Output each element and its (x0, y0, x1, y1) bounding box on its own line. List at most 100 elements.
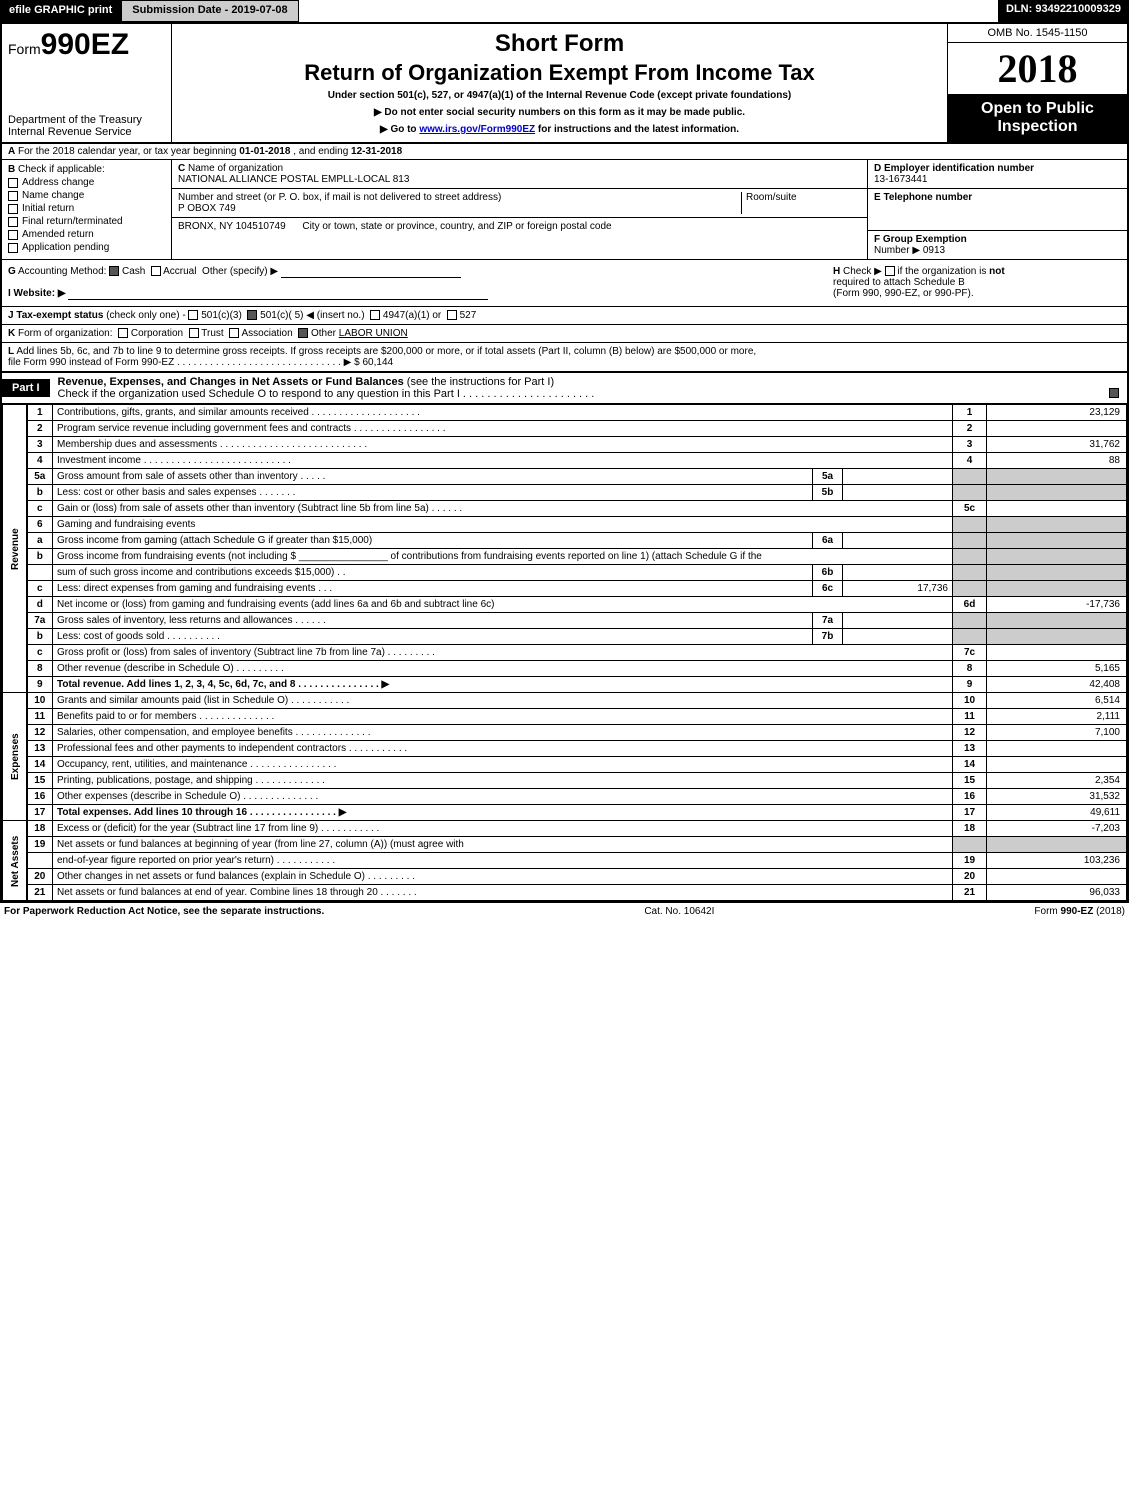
mid-line-number: 7b (813, 629, 843, 645)
h-check: Check ▶ (843, 266, 882, 277)
checkbox-icon[interactable] (8, 230, 18, 240)
chk-initial-return[interactable]: Initial return (8, 203, 165, 214)
right-line-number: 16 (953, 789, 987, 805)
chk-name-change[interactable]: Name change (8, 190, 165, 201)
efile-print-button[interactable]: efile GRAPHIC print (0, 0, 121, 22)
right-line-value: 2,111 (987, 709, 1127, 725)
checkbox-icon[interactable] (8, 178, 18, 188)
e-label: E Telephone number (874, 192, 972, 203)
chk-amended-return[interactable]: Amended return (8, 229, 165, 240)
line-number: 19 (27, 837, 53, 853)
l-text2: file Form 990 instead of Form 990-EZ (8, 357, 174, 368)
chk-corp[interactable] (118, 328, 128, 338)
checkbox-icon[interactable] (8, 204, 18, 214)
chk-4947[interactable] (370, 310, 380, 320)
chk-501c3[interactable] (188, 310, 198, 320)
j-opt3: 527 (460, 310, 477, 321)
table-row: Net Assets18Excess or (deficit) for the … (3, 821, 1127, 837)
checkbox-icon[interactable] (8, 243, 18, 253)
line-desc: Investment income . . . . . . . . . . . … (53, 453, 953, 469)
h-t4: (Form 990, 990-EZ, or 990-PF). (833, 288, 974, 299)
right-line-value: 31,762 (987, 437, 1127, 453)
chk-final-return[interactable]: Final return/terminated (8, 216, 165, 227)
chk-527[interactable] (447, 310, 457, 320)
right-line-number: 10 (953, 693, 987, 709)
b-title: Check if applicable: (18, 164, 105, 175)
chk-label: Address change (22, 177, 94, 188)
chk-address-change[interactable]: Address change (8, 177, 165, 188)
right-line-value: 31,532 (987, 789, 1127, 805)
line-number: d (27, 597, 53, 613)
right-line-value (987, 629, 1127, 645)
right-line-number (953, 581, 987, 597)
irs-link[interactable]: www.irs.gov/Form990EZ (419, 124, 535, 135)
right-line-number (953, 533, 987, 549)
chk-application-pending[interactable]: Application pending (8, 242, 165, 253)
part1-checkbox[interactable] (1109, 388, 1119, 398)
g-other: Other (specify) ▶ (202, 266, 278, 277)
label-c: C (178, 163, 185, 174)
k-opt3: Other (311, 328, 336, 339)
irs-line: Internal Revenue Service (8, 126, 165, 138)
line-number: 17 (27, 805, 53, 821)
main-title: Return of Organization Exempt From Incom… (182, 60, 937, 86)
street-col: Number and street (or P. O. box, if mail… (178, 192, 741, 214)
footer: For Paperwork Reduction Act Notice, see … (0, 903, 1129, 920)
right-line-number (953, 485, 987, 501)
g-other-input[interactable] (281, 266, 461, 278)
line-desc: Total expenses. Add lines 10 through 16 … (53, 805, 953, 821)
chk-501c[interactable] (247, 310, 257, 320)
org-name: NATIONAL ALLIANCE POSTAL EMPLL-LOCAL 813 (178, 174, 409, 185)
website-input[interactable] (68, 288, 488, 300)
chk-label: Amended return (22, 229, 94, 240)
line-number: c (27, 645, 53, 661)
right-line-value: 7,100 (987, 725, 1127, 741)
name-label: Name of organization (188, 163, 283, 174)
open-to-public: Open to Public Inspection (948, 94, 1127, 142)
line-desc: Gain or (loss) from sale of assets other… (53, 501, 953, 517)
form-prefix: Form (8, 41, 41, 57)
header-right: OMB No. 1545-1150 2018 Open to Public In… (947, 24, 1127, 142)
table-row: 20Other changes in net assets or fund ba… (3, 869, 1127, 885)
chk-trust[interactable] (189, 328, 199, 338)
right-line-number (953, 549, 987, 565)
j-opt1: 501(c)( 5) ◀ (insert no.) (260, 310, 364, 321)
right-line-value: 49,611 (987, 805, 1127, 821)
city-box: BRONX, NY 104510749 City or town, state … (172, 218, 867, 259)
checkbox-icon[interactable] (8, 191, 18, 201)
table-row: 17Total expenses. Add lines 10 through 1… (3, 805, 1127, 821)
right-line-number: 6d (953, 597, 987, 613)
row-a: A For the 2018 calendar year, or tax yea… (2, 144, 1127, 160)
chk-assoc[interactable] (229, 328, 239, 338)
right-line-value (987, 421, 1127, 437)
line-number: 10 (27, 693, 53, 709)
j-opt2: 4947(a)(1) or (383, 310, 441, 321)
dept-line: Department of the Treasury (8, 114, 165, 126)
right-line-number (953, 565, 987, 581)
right-line-value: 6,514 (987, 693, 1127, 709)
section-label: Revenue (3, 405, 27, 693)
part1-label: Part I (2, 379, 50, 397)
l-dots: . . . . . . . . . . . . . . . . . . . . … (177, 357, 354, 368)
table-row: bLess: cost or other basis and sales exp… (3, 485, 1127, 501)
form-container: Form990EZ Department of the Treasury Int… (0, 22, 1129, 903)
h-checkbox[interactable] (885, 266, 895, 276)
row-a-pre: For the 2018 calendar year, or tax year … (18, 146, 239, 157)
checkbox-icon[interactable] (8, 217, 18, 227)
right-line-number: 18 (953, 821, 987, 837)
line-desc: Other revenue (describe in Schedule O) .… (53, 661, 953, 677)
g-cash: Cash (122, 266, 145, 277)
label-g: G (8, 266, 16, 277)
footer-right: Form 990-EZ (2018) (1034, 906, 1125, 917)
submission-date-button[interactable]: Submission Date - 2019-07-08 (121, 0, 298, 22)
right-line-value: 103,236 (987, 853, 1127, 869)
chk-label: Initial return (22, 203, 74, 214)
line-number: 13 (27, 741, 53, 757)
chk-other-org[interactable] (298, 328, 308, 338)
radio-accrual[interactable] (151, 266, 161, 276)
radio-cash[interactable] (109, 266, 119, 276)
right-line-value (987, 485, 1127, 501)
line-desc: Printing, publications, postage, and shi… (53, 773, 953, 789)
table-row: 11Benefits paid to or for members . . . … (3, 709, 1127, 725)
room-label: Room/suite (746, 192, 797, 203)
